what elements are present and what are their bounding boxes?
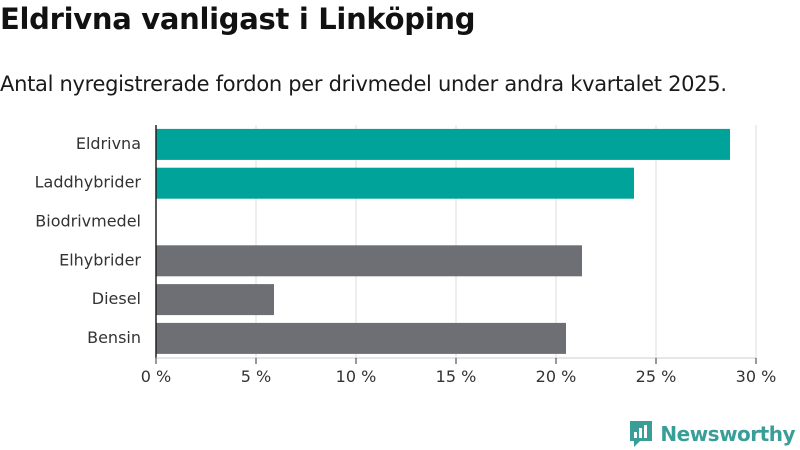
- chart-title: Eldrivna vanligast i Linköping: [0, 2, 476, 36]
- bar-0: [156, 128, 730, 160]
- x-tick-label-5: 25 %: [636, 367, 677, 386]
- category-label-0: Eldrivna: [76, 134, 141, 153]
- x-tick-label-6: 30 %: [736, 367, 777, 386]
- category-label-5: Bensin: [87, 328, 141, 347]
- x-tick-label-3: 15 %: [436, 367, 477, 386]
- bar-5: [156, 322, 566, 354]
- category-label-2: Biodrivmedel: [35, 212, 141, 231]
- x-tick-label-2: 10 %: [336, 367, 377, 386]
- category-label-1: Laddhybrider: [35, 173, 142, 192]
- category-label-4: Diesel: [92, 289, 141, 308]
- x-tick-label-4: 20 %: [536, 367, 577, 386]
- bar-1: [156, 167, 634, 199]
- logo-text: Newsworthy: [660, 422, 795, 446]
- bar-3: [156, 245, 582, 277]
- category-label-3: Elhybrider: [59, 250, 141, 269]
- newsworthy-logo: Newsworthy: [628, 419, 795, 449]
- chart-subtitle: Antal nyregistrerade fordon per drivmede…: [0, 72, 727, 96]
- x-tick-label-0: 0 %: [141, 367, 171, 386]
- x-tick-label-1: 5 %: [241, 367, 271, 386]
- bar-4: [156, 284, 274, 316]
- bar-chart-speech-bubble-icon: [630, 421, 653, 447]
